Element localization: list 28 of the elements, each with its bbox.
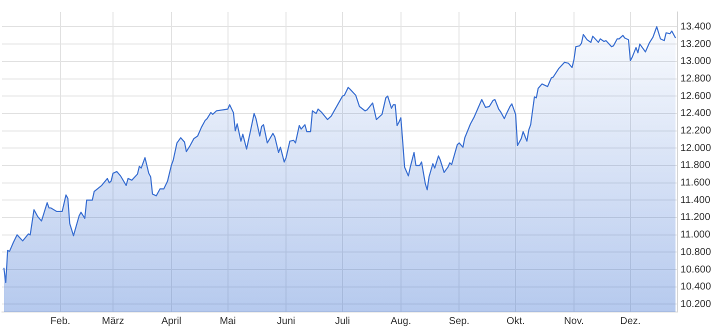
y-tick-label: 10.600 — [680, 264, 712, 276]
x-tick-label: Juli — [335, 316, 350, 327]
y-tick-label: 11.200 — [680, 212, 711, 224]
x-tick-label: März — [102, 316, 124, 327]
y-tick-label: 12.400 — [680, 108, 712, 120]
y-tick-label: 13.400 — [680, 21, 712, 32]
y-tick-label: 11.000 — [680, 230, 711, 241]
y-tick-label: 10.200 — [680, 298, 712, 310]
y-tick-label: 11.800 — [680, 160, 711, 172]
x-tick-label: April — [161, 316, 182, 327]
y-tick-label: 12.000 — [680, 142, 712, 154]
x-tick-label: Okt. — [506, 316, 525, 327]
x-tick-label: Nov. — [564, 316, 584, 327]
y-tick-label: 13.200 — [680, 38, 712, 50]
y-tick-label: 10.400 — [680, 282, 712, 293]
y-tick-label: 11.400 — [680, 194, 711, 206]
y-tick-label: 12.800 — [680, 74, 712, 85]
x-tick-label: Juni — [276, 316, 296, 327]
x-tick-label: Aug. — [390, 316, 412, 327]
y-tick-label: 13.000 — [680, 56, 712, 68]
y-tick-label: 12.600 — [680, 90, 712, 102]
x-tick-label: Dez. — [620, 316, 641, 327]
x-tick-label: Sep. — [448, 316, 470, 327]
y-tick-label: 12.200 — [680, 126, 712, 137]
x-tick-label: Mai — [220, 316, 236, 327]
y-tick-label: 11.600 — [680, 178, 711, 189]
y-tick-label: 10.800 — [680, 246, 712, 258]
x-tick-label: Feb. — [50, 316, 70, 327]
